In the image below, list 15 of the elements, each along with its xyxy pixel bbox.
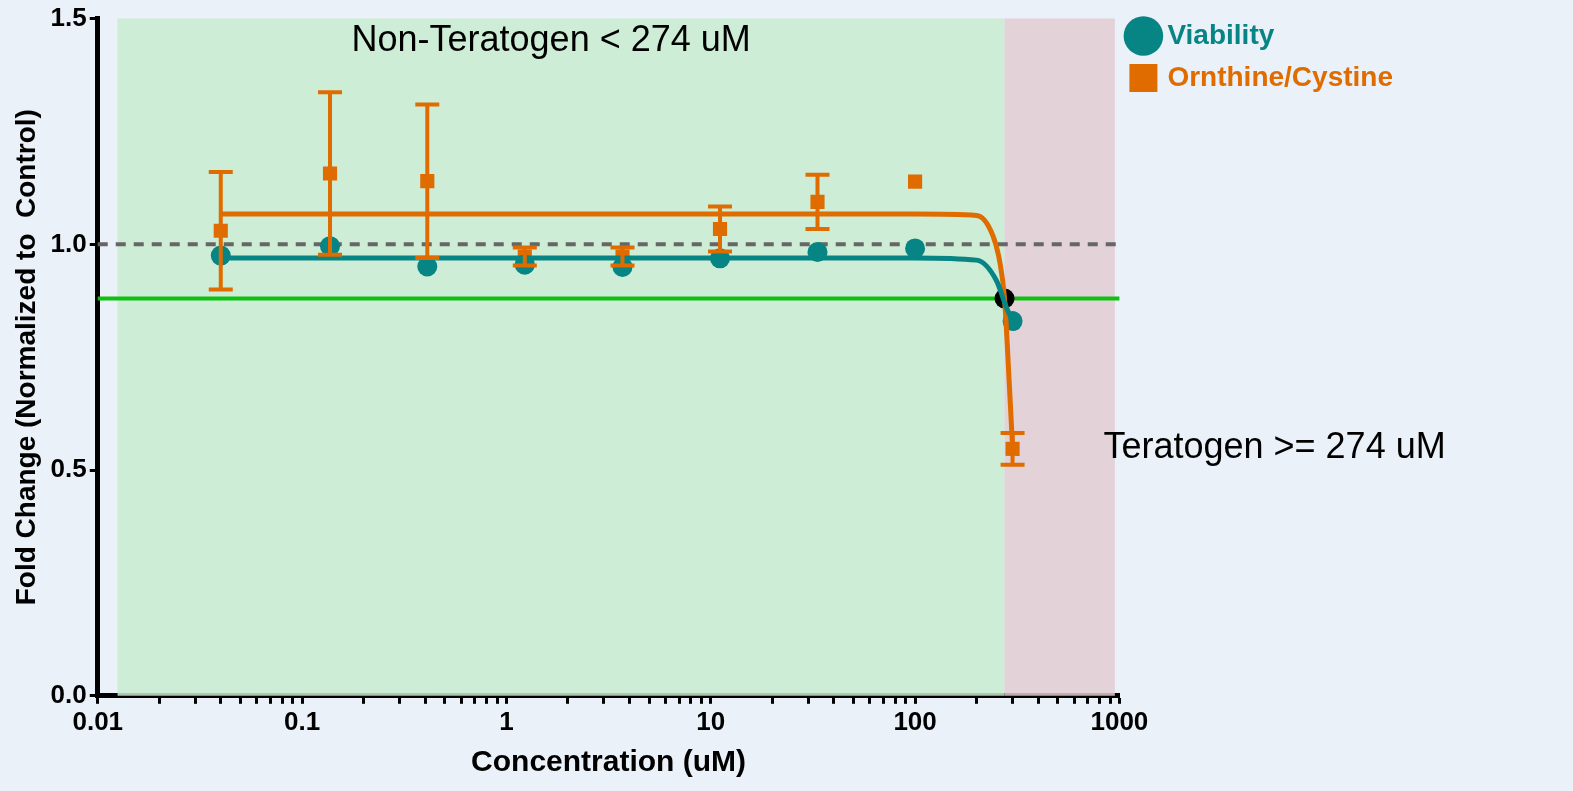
point — [908, 174, 923, 189]
legend-label: Ornthine/Cystine — [1167, 60, 1394, 92]
y-tick-label: 1.5 — [50, 1, 87, 32]
x-tick-label: 1000 — [1090, 705, 1149, 736]
x-tick-label: 1 — [499, 705, 514, 736]
y-tick-label: 1.0 — [50, 227, 87, 258]
annotation: Teratogen >= 274 uM — [1103, 424, 1446, 466]
legend-label: Viability — [1167, 18, 1275, 50]
x-tick-label: 10 — [696, 705, 726, 736]
x-axis-title: Concentration (uM) — [471, 744, 747, 778]
x-tick-label: 100 — [893, 705, 937, 736]
y-tick-label: 0.5 — [50, 453, 87, 484]
x-tick-label: 0.1 — [284, 705, 321, 736]
annotation: Non-Teratogen < 274 uM — [351, 17, 751, 59]
y-axis-title: Fold Change (Normalized to Control) — [9, 109, 41, 606]
